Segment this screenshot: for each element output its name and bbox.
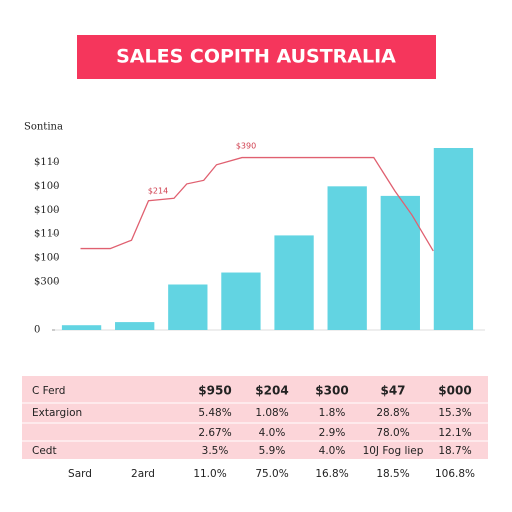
bar [380, 195, 420, 330]
y-tick-label: 0 [34, 325, 40, 336]
table-background [22, 376, 488, 459]
bar [433, 148, 474, 330]
table-cell: 15.3% [438, 407, 471, 419]
footer-cell: 2ard [131, 468, 155, 480]
table-cell: $000 [438, 384, 471, 398]
subtitle: Sontina [24, 122, 63, 133]
row-label: Cedt [32, 445, 57, 457]
footer-cell: 11.0% [193, 468, 226, 480]
table-cell: $204 [255, 384, 288, 398]
footer-cell: 106.8% [435, 468, 475, 480]
table-cell: 3.5% [202, 445, 229, 457]
table-cell: 2.67% [198, 427, 231, 439]
table-cell: 1.08% [255, 407, 288, 419]
footer-cell: 18.5% [376, 468, 409, 480]
table-cell: $47 [380, 384, 405, 398]
table-cell: 2.9% [319, 427, 346, 439]
y-tick-label: $110 [34, 157, 59, 168]
y-tick-label: $110 [34, 229, 59, 240]
table-cell: 78.0% [376, 427, 409, 439]
line [80, 156, 434, 252]
table-cell: 5.9% [259, 445, 286, 457]
footer-cell: Sard [68, 468, 92, 480]
table-cell: 18.7% [438, 445, 471, 457]
bar [115, 322, 155, 330]
table-cell: 4.0% [259, 427, 286, 439]
bar [168, 284, 208, 330]
table-cell: 1.8% [319, 407, 346, 419]
chart-title: SALES COPITH AUSTRALIA [116, 46, 396, 68]
annotation: $390 [236, 142, 256, 151]
row-label: C Ferd [32, 385, 65, 397]
footer-cell: 75.0% [255, 468, 288, 480]
y-tick-label: $100 [34, 253, 59, 264]
bar [221, 272, 261, 330]
bar [327, 186, 367, 330]
y-tick-label: $100 [34, 181, 59, 192]
table-cell: $950 [198, 384, 231, 398]
y-tick-label: $100 [34, 205, 59, 216]
bar [274, 235, 314, 330]
table-cell: 5.48% [198, 407, 231, 419]
table-cell: $300 [315, 384, 348, 398]
annotation: $214 [148, 187, 168, 196]
table-cell: 10J Fog liep [363, 445, 424, 457]
footer-cell: 16.8% [315, 468, 348, 480]
y-tick-label: $300 [34, 277, 59, 288]
table-cell: 12.1% [438, 427, 471, 439]
title-banner [77, 35, 436, 79]
table-cell: 28.8% [376, 407, 409, 419]
bar [61, 325, 102, 330]
row-label: Extargion [32, 407, 82, 419]
table-cell: 4.0% [319, 445, 346, 457]
